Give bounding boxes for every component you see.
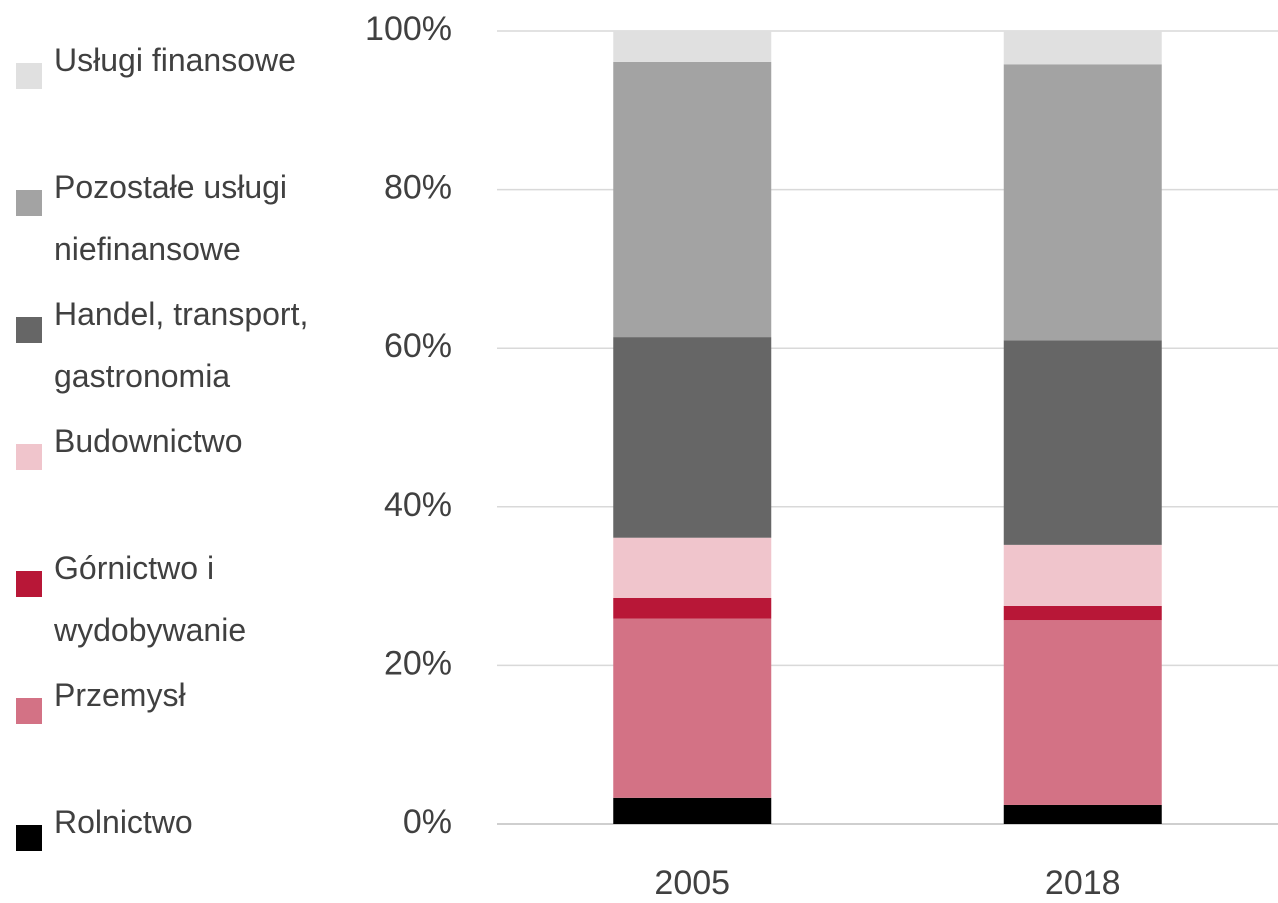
- legend-swatch: [16, 190, 42, 216]
- y-tick-label: 40%: [384, 486, 452, 524]
- bar-segment: [613, 797, 772, 824]
- y-tick-label: 60%: [384, 327, 452, 365]
- legend-swatch: [16, 444, 42, 470]
- y-tick-label: 100%: [365, 10, 452, 48]
- bar-segment: [613, 618, 772, 798]
- x-tick-label: 2018: [1045, 864, 1121, 902]
- legend-swatch: [16, 63, 42, 89]
- y-tick-label: 20%: [384, 644, 452, 682]
- bar-segment: [613, 537, 772, 598]
- bar-segment: [1003, 64, 1162, 341]
- legend-item: Przemysł: [16, 677, 346, 726]
- legend-label: Handel, transport, gastronomia: [54, 296, 309, 394]
- bar-segment: [613, 337, 772, 538]
- bar-segment: [1003, 340, 1162, 545]
- y-tick-label: 0%: [403, 803, 452, 841]
- bar-segment: [613, 61, 772, 338]
- legend-item: Usługi finansowe: [16, 42, 346, 91]
- y-tick-label: 80%: [384, 169, 452, 207]
- legend-label: Rolnictwo: [54, 804, 193, 840]
- bar-segment: [1003, 804, 1162, 824]
- legend-swatch: [16, 698, 42, 724]
- bar-segment: [613, 31, 772, 62]
- legend-swatch: [16, 825, 42, 851]
- legend-label: Budownictwo: [54, 423, 243, 459]
- bar-segment: [1003, 620, 1162, 805]
- x-tick-label: 2005: [654, 864, 730, 902]
- legend-item: Handel, transport, gastronomia: [16, 296, 346, 407]
- legend-label: Górnictwo i wydobywanie: [54, 550, 247, 648]
- legend-item: Górnictwo i wydobywanie: [16, 550, 346, 661]
- legend-item: Rolnictwo: [16, 804, 346, 853]
- bar-segment: [1003, 605, 1162, 621]
- legend-item: Pozostałe usługi niefinansowe: [16, 169, 346, 280]
- legend-label: Pozostałe usługi niefinansowe: [54, 169, 288, 267]
- bar-segment: [1003, 544, 1162, 606]
- legend-label: Usługi finansowe: [54, 42, 296, 78]
- legend-label: Przemysł: [54, 677, 186, 713]
- legend-swatch: [16, 571, 42, 597]
- legend-item: Budownictwo: [16, 423, 346, 472]
- bar-segment: [1003, 31, 1162, 65]
- bar-segment: [613, 597, 772, 619]
- legend-swatch: [16, 317, 42, 343]
